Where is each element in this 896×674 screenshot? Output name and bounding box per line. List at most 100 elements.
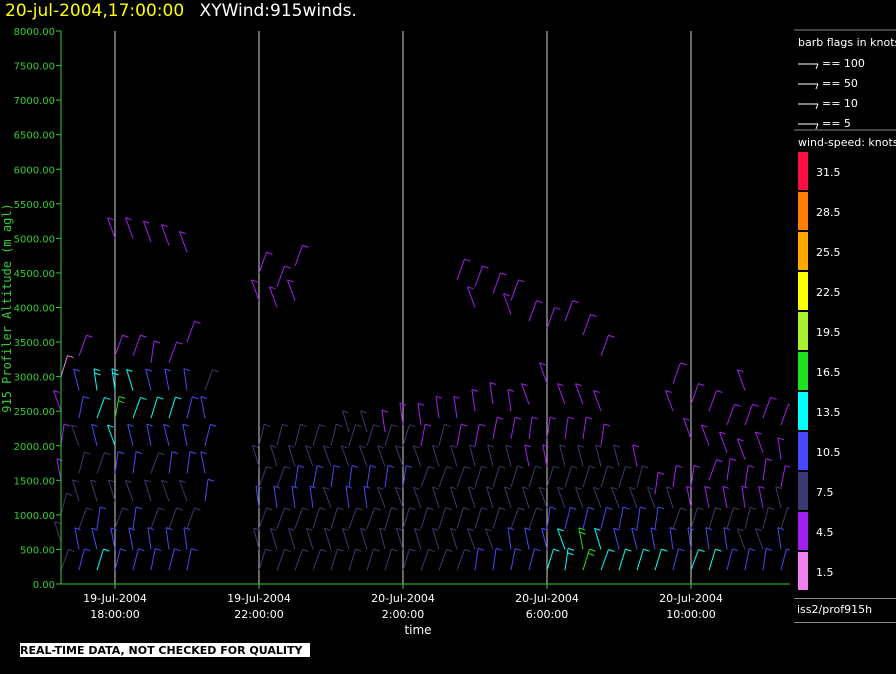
barb-staff [611, 487, 620, 509]
wind-barb [341, 445, 350, 467]
barb-flag [414, 527, 421, 531]
barb-flag [409, 548, 416, 552]
barb-staff [287, 279, 296, 301]
wind-barb [395, 486, 404, 509]
barb-staff [528, 507, 537, 529]
barb-flag [559, 444, 566, 448]
barb-flag [161, 479, 168, 483]
barb-staff [108, 479, 116, 502]
barb-flag [625, 548, 632, 552]
barb-staff [150, 452, 159, 474]
barb-staff [654, 506, 659, 529]
barb-staff [420, 424, 426, 446]
barb-flag [611, 486, 618, 490]
wind-barb [487, 444, 494, 467]
barb-staff [690, 507, 698, 529]
barb-flag [288, 527, 295, 531]
barb-staff [377, 487, 386, 509]
barb-flag [67, 355, 74, 359]
wind-barb [366, 424, 380, 446]
barb-staff [255, 486, 260, 509]
wind-barb [114, 396, 126, 419]
wind-barb [126, 368, 134, 391]
wind-barb [330, 507, 344, 529]
barb-flag [788, 403, 790, 406]
wind-barb [78, 396, 90, 419]
barb-flag [639, 506, 647, 510]
barb-flag [747, 464, 755, 468]
barb-flag [755, 528, 762, 532]
barb-staff [618, 548, 626, 571]
barb-flag [323, 445, 330, 449]
barb-staff [613, 445, 620, 467]
barb-staff [270, 445, 278, 467]
y-tick-label: 3000.00 [14, 373, 55, 384]
wind-barb [60, 549, 75, 571]
barb-staff [438, 549, 447, 571]
barb-staff [701, 424, 710, 446]
wind-barb [672, 548, 685, 571]
wind-barb [777, 437, 785, 460]
barb-staff [396, 528, 404, 550]
barb-flag [163, 423, 170, 427]
barb-staff [539, 362, 548, 384]
barb-flag [84, 451, 91, 455]
barb-staff [686, 486, 692, 509]
wind-barb [114, 548, 127, 571]
wind-barb [690, 383, 705, 405]
wind-barb [582, 548, 596, 571]
barb-legend-symbol [815, 83, 819, 90]
barb-staff [755, 528, 764, 550]
barb-staff [379, 527, 386, 550]
wind-barb [78, 334, 93, 357]
wind-barb [528, 507, 543, 529]
barb-flag [104, 452, 111, 456]
barb-staff [294, 507, 303, 529]
wind-barb [420, 549, 435, 571]
barb-flag [471, 388, 479, 392]
barb-flag [486, 486, 493, 490]
barb-flag [787, 507, 790, 510]
barb-flag [716, 459, 723, 463]
barb-staff [582, 416, 587, 439]
wind-barb [186, 396, 199, 419]
wind-barb [726, 458, 737, 481]
barb-staff [179, 231, 188, 253]
speed-legend-swatch [798, 152, 808, 190]
barb-staff [450, 486, 458, 509]
barb-staff [504, 486, 512, 509]
x-tick-label: 10:00:00 [666, 608, 715, 621]
barb-flag [153, 340, 161, 344]
wind-barb [600, 549, 615, 571]
y-tick-label: 8000.00 [14, 27, 55, 38]
barb-flag [632, 444, 639, 448]
barb-flag [284, 507, 291, 511]
barb-staff [631, 527, 638, 550]
wind-barb [600, 334, 615, 357]
barb-staff [366, 465, 371, 488]
barb-flag [785, 465, 790, 468]
barb-flag [351, 464, 359, 468]
barb-flag [539, 486, 546, 490]
barb-flag [553, 548, 560, 552]
wind-barb [150, 396, 164, 419]
barb-staff [432, 486, 440, 509]
barb-staff [276, 265, 285, 287]
barb-staff [510, 279, 519, 301]
wind-barb [74, 527, 81, 550]
barb-staff [683, 417, 692, 440]
barb-flag [342, 410, 349, 414]
wind-barb [521, 383, 530, 405]
wind-barb [654, 506, 665, 529]
barb-staff [150, 340, 155, 363]
barb-staff [107, 424, 116, 446]
barb-staff [467, 528, 476, 550]
wind-barb [632, 444, 639, 467]
barb-flag [515, 416, 522, 420]
barb-staff [600, 466, 608, 488]
barb-staff [762, 397, 771, 419]
wind-barb [132, 334, 147, 357]
wind-barb [204, 478, 215, 502]
y-tick-label: 4000.00 [14, 304, 55, 315]
barb-flag [91, 423, 98, 427]
